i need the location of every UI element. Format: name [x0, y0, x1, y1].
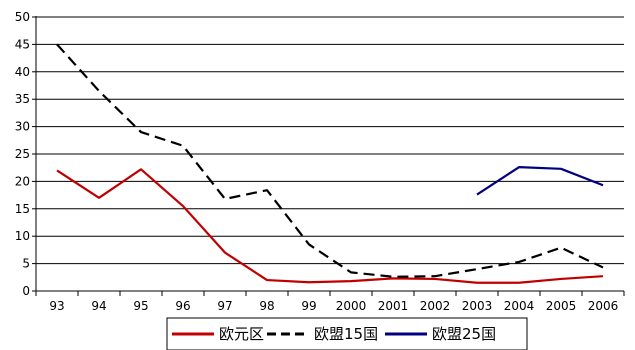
y-tick-label: 50 [15, 10, 30, 24]
y-tick-label: 35 [15, 92, 30, 106]
y-tick-label: 20 [15, 174, 30, 188]
y-axis-tick-labels: 0 5 10 15 20 25 30 35 40 45 50 [15, 10, 30, 298]
y-tick-label: 30 [15, 120, 30, 134]
legend-label: 欧盟25国 [432, 325, 496, 343]
x-tick-label: 98 [259, 299, 274, 313]
x-tick-label: 2003 [462, 299, 493, 313]
legend-label: 欧元区 [219, 325, 264, 343]
series-line-2 [476, 166, 604, 196]
x-tick-label: 99 [301, 299, 316, 313]
series-line-1 [56, 43, 604, 278]
legend-label: 欧盟15国 [314, 325, 378, 343]
x-tick-label: 97 [217, 299, 232, 313]
y-tick-label: 45 [15, 37, 30, 51]
x-tick-label: 2004 [504, 299, 535, 313]
y-tick-label: 0 [22, 284, 30, 298]
x-tick-label: 2002 [420, 299, 451, 313]
y-tick-label: 5 [22, 257, 30, 271]
x-tick-label: 94 [91, 299, 106, 313]
x-tick-label: 95 [133, 299, 148, 313]
x-tick-label: 2000 [336, 299, 367, 313]
y-tick-label: 25 [15, 147, 30, 161]
x-tick-label: 93 [49, 299, 64, 313]
axes [32, 16, 625, 296]
x-tick-label: 2005 [546, 299, 577, 313]
y-tick-label: 15 [15, 202, 30, 216]
x-tick-label: 2001 [378, 299, 409, 313]
series-lines [56, 43, 604, 284]
x-tick-label: 96 [175, 299, 190, 313]
x-tick-label: 2006 [588, 299, 619, 313]
legend-box [166, 317, 528, 350]
legend: 欧元区 欧盟15国 欧盟25国 [166, 317, 528, 350]
y-tick-label: 10 [15, 229, 30, 243]
y-tick-label: 40 [15, 65, 30, 79]
series-line-0 [56, 168, 604, 284]
x-axis-tick-labels: 93 94 95 96 97 98 99 2000 2001 2002 2003 2004 2005 20… [49, 299, 618, 313]
grid-lines [36, 16, 624, 265]
